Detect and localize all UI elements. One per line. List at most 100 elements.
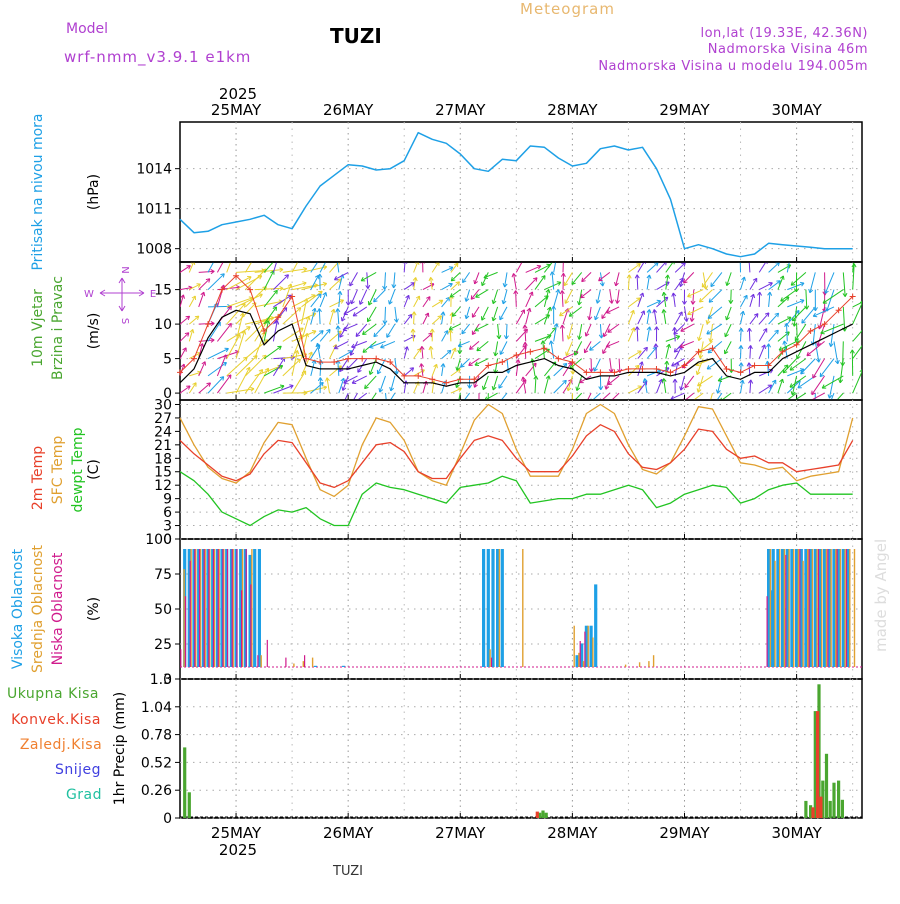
low-cloud-bar bbox=[190, 561, 191, 667]
wind-barb bbox=[500, 307, 507, 320]
convective-precip-bar bbox=[819, 797, 822, 818]
wind-barb bbox=[423, 333, 432, 341]
mid-cloud-bar bbox=[592, 638, 593, 668]
low-cloud-bar bbox=[236, 549, 237, 667]
mid-cloud-bar bbox=[522, 549, 523, 667]
low-cloud-bar bbox=[584, 632, 585, 667]
bottom-day-label: 30MAY bbox=[771, 824, 822, 842]
low-cloud-bar bbox=[846, 549, 847, 667]
mid-cloud-bar bbox=[574, 626, 575, 667]
wind-barb bbox=[797, 341, 806, 358]
mid-cloud-bar bbox=[183, 569, 184, 667]
wind-barb-head bbox=[554, 255, 558, 259]
units-label: (m/s) bbox=[86, 313, 102, 350]
wind-barb-head bbox=[585, 401, 589, 405]
credit-label: made by Angel bbox=[872, 539, 890, 652]
wind-barb bbox=[781, 393, 797, 405]
wind-side-label: 10m Vjetar bbox=[30, 289, 46, 367]
wind-barb-head bbox=[225, 252, 229, 256]
wind-barb bbox=[637, 327, 638, 342]
wind-barb bbox=[628, 365, 639, 376]
wind-barb bbox=[750, 345, 751, 358]
wind-barb bbox=[693, 290, 694, 305]
total-precip-bar bbox=[837, 781, 840, 818]
wind-gust-marker bbox=[667, 369, 673, 375]
low-cloud-bar bbox=[227, 549, 228, 667]
mid-cloud-bar bbox=[639, 662, 640, 667]
total-precip-bar bbox=[183, 747, 186, 818]
wind-barb bbox=[781, 290, 797, 302]
wind-barb bbox=[575, 341, 582, 355]
precip-legend-label: Snijeg bbox=[55, 762, 101, 778]
wind-gust-marker bbox=[625, 366, 631, 372]
wind-barb bbox=[516, 310, 524, 324]
wind-barb bbox=[787, 283, 804, 290]
wind-gust-marker bbox=[527, 349, 533, 355]
wind-barb bbox=[672, 359, 685, 366]
wind-barb bbox=[843, 341, 844, 365]
wind-barb bbox=[707, 324, 722, 334]
wind-barb bbox=[442, 350, 451, 358]
top-day-label: 27MAY bbox=[435, 101, 486, 119]
wind-barb-head bbox=[866, 322, 870, 326]
wind-barb bbox=[585, 393, 591, 405]
mid-cloud-bar bbox=[812, 549, 813, 667]
mid-cloud-bar bbox=[588, 626, 589, 667]
wind-barb bbox=[516, 258, 524, 272]
wind-barb bbox=[759, 329, 767, 342]
model-name: wrf-nmm_v3.9.1 e1km bbox=[64, 48, 251, 67]
wind-barb bbox=[590, 393, 600, 402]
convective-precip-bar bbox=[816, 711, 819, 818]
wind-barb-head bbox=[335, 257, 339, 261]
wind-barb bbox=[525, 342, 526, 358]
wind-barb bbox=[199, 271, 215, 272]
wind-barb bbox=[283, 283, 306, 290]
wind-barb bbox=[700, 290, 713, 302]
high-cloud-bar bbox=[594, 584, 597, 667]
low-cloud-bar bbox=[304, 655, 305, 667]
wind-barb-head bbox=[864, 338, 868, 342]
wind-barb bbox=[245, 247, 260, 272]
low-cloud-bar bbox=[208, 549, 209, 667]
wind-barb bbox=[451, 272, 460, 281]
wind-barb bbox=[544, 282, 560, 289]
pressure-side-label: Pritisak na nivou mora bbox=[30, 113, 46, 270]
wind-barb bbox=[180, 316, 190, 324]
wind-barb bbox=[609, 393, 619, 403]
high-cloud-bar bbox=[314, 666, 317, 667]
bottom-year-label: 2025 bbox=[219, 841, 257, 859]
precip-legend-label: Grad bbox=[66, 787, 102, 803]
low-cloud-bar bbox=[285, 658, 286, 667]
wind-barb bbox=[414, 312, 415, 324]
wind-barb-head bbox=[781, 401, 785, 405]
wind-barb bbox=[217, 323, 231, 341]
wind-barb-head bbox=[813, 411, 817, 415]
wind-barb bbox=[338, 326, 339, 342]
wind-barb bbox=[554, 255, 557, 273]
wind-barb-head bbox=[257, 247, 261, 251]
wind-barb bbox=[477, 341, 488, 350]
low-cloud-bar bbox=[799, 549, 800, 667]
wind-barb bbox=[698, 376, 713, 386]
bottom-day-label: 27MAY bbox=[435, 824, 486, 842]
wind-barb-head bbox=[277, 252, 281, 256]
wind-barb bbox=[853, 295, 876, 307]
wind-barb bbox=[227, 357, 247, 376]
wind-barb-head bbox=[385, 407, 389, 411]
temp-side-label: 2m Temp bbox=[30, 446, 46, 510]
wind-barb bbox=[581, 290, 592, 298]
wind-barb bbox=[227, 247, 237, 273]
mid-cloud-bar bbox=[844, 549, 845, 667]
wind-barb bbox=[385, 307, 386, 324]
wind-barb bbox=[825, 272, 834, 293]
wind-barb bbox=[749, 259, 750, 272]
wind-barb bbox=[485, 393, 498, 400]
cloud-side-label: Srednja Oblacnost bbox=[30, 545, 46, 673]
wind-barb bbox=[361, 272, 376, 280]
mid-cloud-bar bbox=[849, 549, 850, 667]
model-label: Model bbox=[66, 21, 108, 37]
wind-barb bbox=[565, 290, 572, 304]
mid-cloud-bar bbox=[312, 658, 313, 667]
wind-barb bbox=[413, 329, 414, 341]
